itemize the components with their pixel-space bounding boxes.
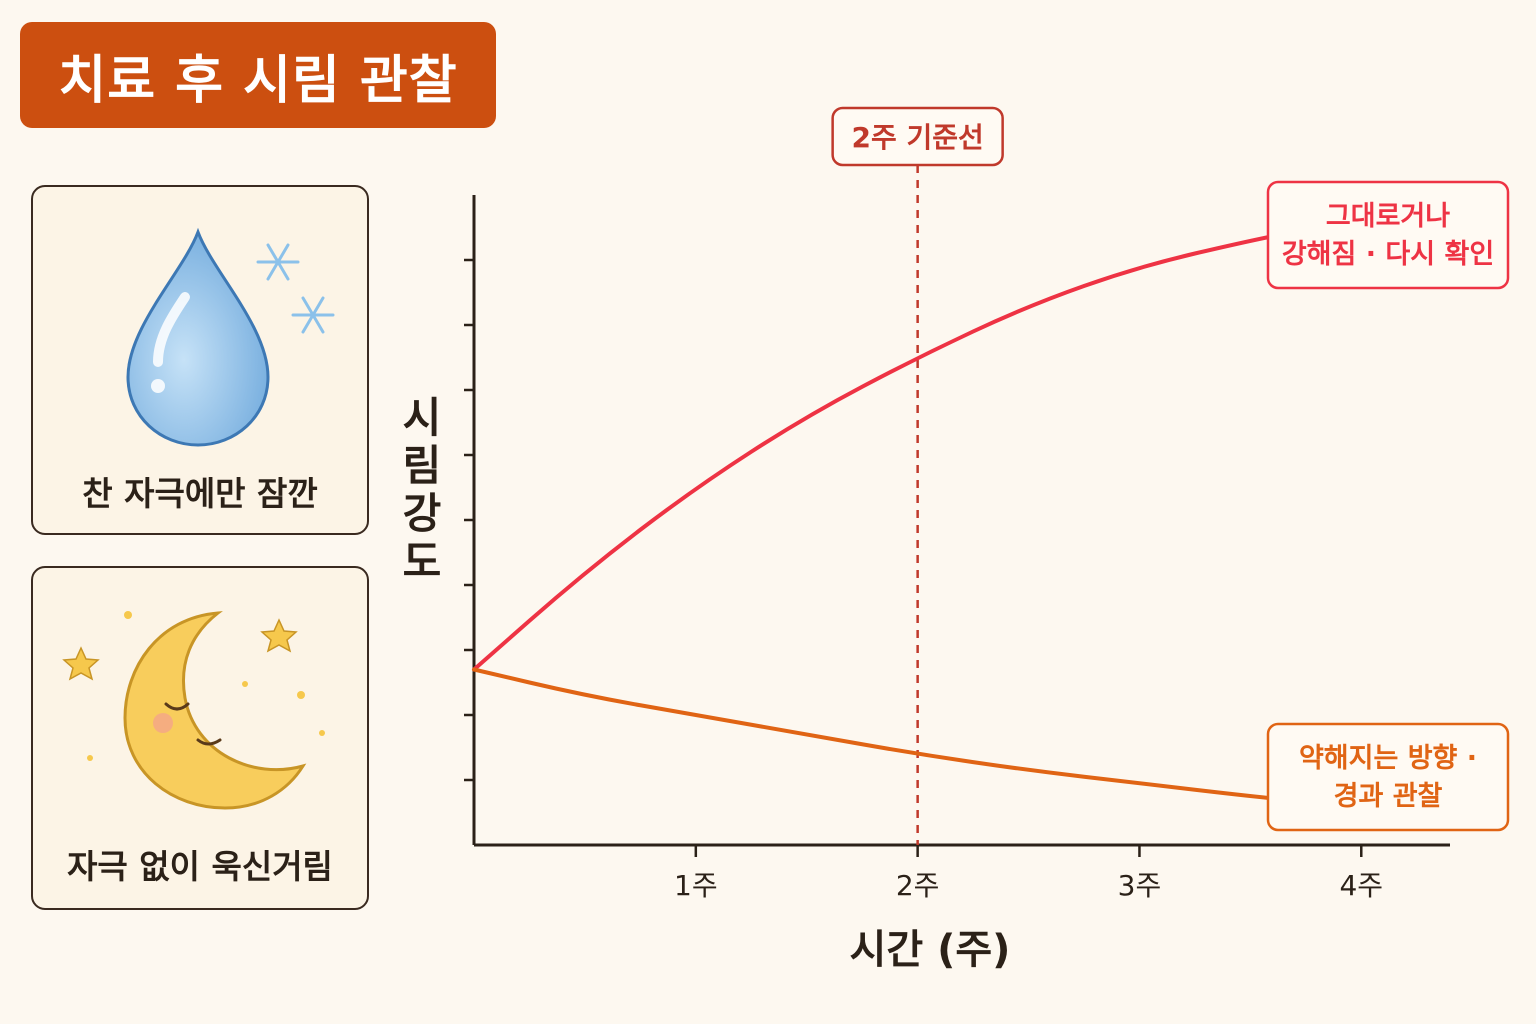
- reference-label-box: [831, 106, 1004, 167]
- card-label-cold: 찬 자극에만 잠깐: [82, 474, 318, 513]
- x-tick-label: 4주: [1339, 869, 1383, 902]
- series-label-improving: 약해지는 방향 · 경과 관찰: [1299, 743, 1477, 812]
- reference-label: 2주 기준선: [851, 121, 983, 154]
- sleeping-moon-icon: [62, 611, 325, 810]
- series-label-box-worsening: [1266, 180, 1510, 290]
- series-label-box-improving: [1266, 722, 1510, 832]
- x-tick-label: 1주: [674, 869, 718, 902]
- x-axis-label: 시간 (주): [850, 927, 1011, 973]
- card-label-throbbing: 자극 없이 욱신거림: [67, 847, 333, 886]
- card-throbbing: 자극 없이 욱신거림: [31, 566, 369, 910]
- series-line-improving: [472, 667, 1319, 805]
- x-tick-label: 2주: [896, 869, 940, 902]
- x-tick-label: 3주: [1118, 869, 1162, 902]
- series-line-worsening: [472, 225, 1319, 672]
- water-drop-snowflake-icon: [126, 227, 335, 447]
- card-cold-stimulus: 찬 자극에만 잠깐: [31, 185, 369, 535]
- series-label-worsening: 그대로거나 강해짐 · 다시 확인: [1282, 201, 1494, 270]
- page-title: 치료 후 시림 관찰: [20, 22, 496, 128]
